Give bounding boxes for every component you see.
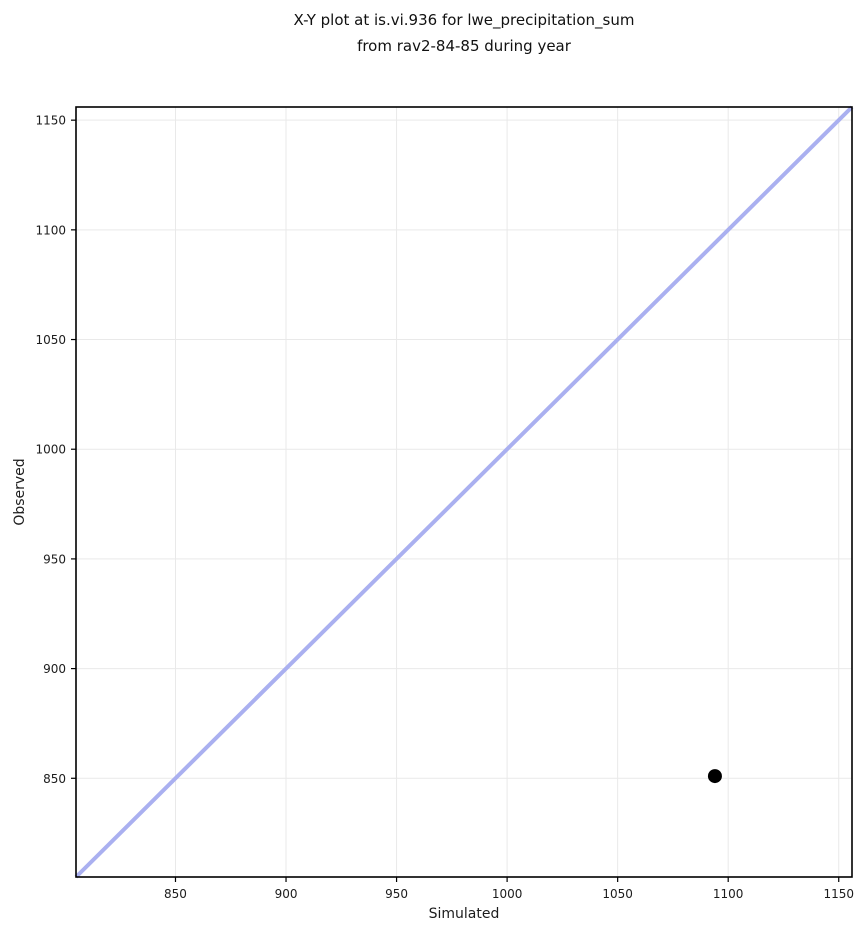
plot-border <box>75 106 853 878</box>
x-tick-label: 1050 <box>602 887 633 901</box>
x-tick-label: 1100 <box>713 887 744 901</box>
y-tick-label: 850 <box>43 772 66 786</box>
x-tick-label: 1150 <box>823 887 854 901</box>
y-tick-label: 1150 <box>35 114 66 128</box>
identity-line <box>74 105 854 879</box>
chart-title-line1: X-Y plot at is.vi.936 for lwe_precipitat… <box>293 11 635 29</box>
chart-title-line2: from rav2-84-85 during year <box>357 37 571 55</box>
chart-title: X-Y plot at is.vi.936 for lwe_precipitat… <box>76 7 852 59</box>
y-tick-label: 950 <box>43 552 66 566</box>
y-tick-label: 1050 <box>35 333 66 347</box>
y-tick-label: 900 <box>43 662 66 676</box>
x-tick-label: 850 <box>164 887 187 901</box>
y-tick-label: 1100 <box>35 223 66 237</box>
x-tick-label: 900 <box>275 887 298 901</box>
y-tick-label: 1000 <box>35 443 66 457</box>
x-tick-label: 1000 <box>492 887 523 901</box>
data-point <box>707 769 722 784</box>
y-axis-label: Observed <box>12 458 28 525</box>
x-axis-label: Simulated <box>429 906 500 922</box>
x-tick-label: 950 <box>385 887 408 901</box>
